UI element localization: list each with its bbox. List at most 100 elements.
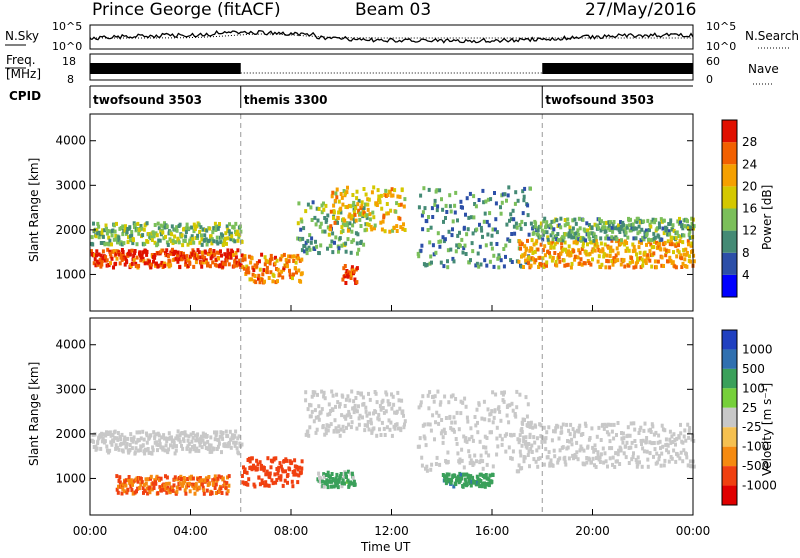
velocity-cell xyxy=(322,394,326,399)
velocity-cell xyxy=(417,444,421,449)
power-cell xyxy=(533,260,537,265)
velocity-cell xyxy=(163,483,167,488)
power-cell xyxy=(176,253,179,258)
velocity-ytick-label: 4000 xyxy=(55,338,86,352)
velocity-cell xyxy=(528,464,531,469)
power-cell xyxy=(343,274,347,279)
power-cell xyxy=(515,225,519,230)
power-cell xyxy=(221,264,225,269)
power-cell xyxy=(235,229,239,234)
power-cell xyxy=(550,258,554,263)
power-cell xyxy=(275,267,278,271)
power-cell xyxy=(352,210,356,215)
power-cell xyxy=(607,223,611,228)
cpid-segment-label: themis 3300 xyxy=(244,93,328,107)
velocity-cell xyxy=(635,464,639,469)
velocity-cell xyxy=(486,407,490,412)
power-cell xyxy=(140,254,144,259)
power-cell xyxy=(489,241,493,246)
velocity-cell xyxy=(341,477,345,482)
power-cell xyxy=(105,226,108,231)
power-cell xyxy=(208,248,212,252)
power-cell xyxy=(578,261,582,266)
velocity-cell xyxy=(455,441,459,446)
velocity-cell xyxy=(255,458,259,463)
power-cell xyxy=(251,265,255,270)
power-cell xyxy=(686,219,689,224)
power-cell xyxy=(556,232,560,236)
power-cell xyxy=(134,261,138,266)
power-cell xyxy=(561,238,565,243)
velocity-cell xyxy=(663,428,667,433)
velocity-cell xyxy=(331,393,335,398)
power-cell xyxy=(590,240,593,245)
power-cell xyxy=(365,227,369,232)
power-cell xyxy=(192,240,196,245)
velocity-cell xyxy=(636,455,640,460)
velocity-cell xyxy=(246,482,250,487)
velocity-cell xyxy=(165,481,169,486)
power-cell xyxy=(108,249,112,254)
power-cell xyxy=(559,225,563,230)
power-cell xyxy=(391,193,395,198)
power-cell xyxy=(356,232,360,237)
velocity-cell xyxy=(598,460,602,464)
velocity-cell xyxy=(389,420,393,425)
power-cell xyxy=(590,226,594,231)
velocity-cell xyxy=(355,409,359,414)
power-cell xyxy=(250,277,254,282)
power-cell xyxy=(562,235,566,240)
power-cell xyxy=(331,250,335,255)
velocity-cell xyxy=(257,475,261,480)
velocity-cell xyxy=(484,445,488,450)
power-cell xyxy=(593,248,597,253)
velocity-cell xyxy=(674,459,678,464)
power-cell xyxy=(689,225,693,230)
velocity-cell xyxy=(624,444,628,449)
power-cell xyxy=(583,261,587,266)
power-cell xyxy=(403,228,407,232)
velocity-cell xyxy=(124,478,128,483)
velocity-cell xyxy=(237,434,241,439)
velocity-cell xyxy=(429,428,433,433)
velocity-cell xyxy=(127,478,130,483)
power-cell xyxy=(640,257,644,262)
velocity-cell xyxy=(580,446,584,451)
velocity-cell xyxy=(142,437,146,442)
power-cell xyxy=(647,227,651,232)
power-cell xyxy=(225,258,229,263)
velocity-cell xyxy=(213,437,217,442)
velocity-cell xyxy=(460,447,464,452)
velocity-cell xyxy=(640,442,643,446)
velocity-cell xyxy=(658,439,662,444)
velocity-cell xyxy=(357,416,361,421)
velocity-cell xyxy=(138,448,142,453)
power-cell xyxy=(608,254,612,258)
power-cell xyxy=(467,260,471,265)
power-cell xyxy=(483,258,487,263)
power-cell xyxy=(188,238,192,243)
power-cell xyxy=(402,204,406,209)
velocity-cell xyxy=(375,400,379,405)
power-cell xyxy=(178,222,182,227)
power-cell xyxy=(562,258,566,263)
velocity-cell xyxy=(474,479,478,484)
velocity-cell xyxy=(320,407,324,412)
power-cell xyxy=(581,217,585,222)
velocity-cell xyxy=(121,449,125,454)
velocity-cell xyxy=(216,444,220,449)
power-cell xyxy=(353,219,356,224)
velocity-cell xyxy=(378,404,382,408)
velocity-cell xyxy=(476,430,480,435)
xaxis-tick-label: 20:00 xyxy=(575,524,610,538)
velocity-cell xyxy=(385,392,389,397)
power-cell xyxy=(646,253,650,258)
power-cell xyxy=(511,208,515,213)
power-cell xyxy=(265,265,269,270)
velocity-cell xyxy=(687,435,691,440)
velocity-cell xyxy=(531,425,535,430)
power-cell xyxy=(301,236,305,241)
velocity-cell xyxy=(443,431,447,435)
power-cell xyxy=(306,239,310,244)
velocity-cell xyxy=(511,408,515,413)
